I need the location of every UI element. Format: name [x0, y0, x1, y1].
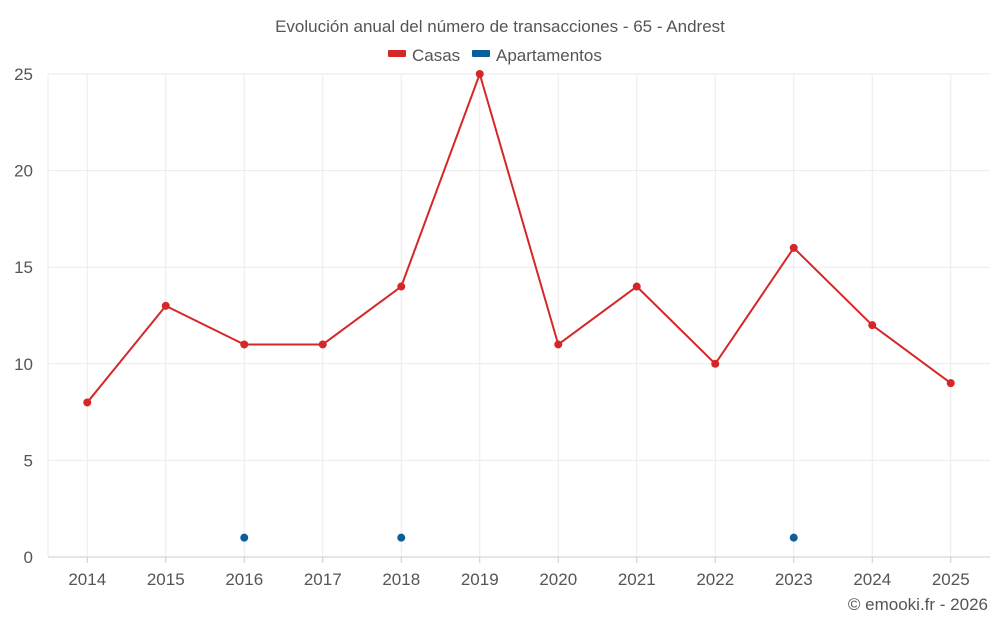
- data-point-apartamentos: [397, 533, 406, 542]
- x-tick-label: 2025: [932, 570, 970, 589]
- x-tick-label: 2021: [618, 570, 656, 589]
- data-point-apartamentos: [240, 533, 249, 542]
- data-point-casas: [632, 282, 641, 291]
- legend-label-apartamentos: Apartamentos: [496, 46, 602, 65]
- x-tick-label: 2014: [68, 570, 106, 589]
- legend-swatch-casas: [388, 50, 406, 57]
- x-axis-ticks: 2014 2015 2016 2017 2018 2019 2020 2021 2022 2023…: [68, 570, 969, 589]
- series-line-casas: [86, 73, 952, 404]
- series: [83, 70, 955, 542]
- x-tick-label: 2018: [382, 570, 420, 589]
- grid: [47, 73, 990, 563]
- data-point-casas: [554, 340, 563, 349]
- legend-label-casas: Casas: [412, 46, 460, 65]
- x-tick-label: 2024: [853, 570, 891, 589]
- y-tick-label: 25: [14, 65, 33, 84]
- y-axis-ticks: 0 5 10 15 20 25: [14, 65, 33, 567]
- y-tick-label: 0: [24, 548, 33, 567]
- x-tick-label: 2020: [539, 570, 577, 589]
- x-tick-label: 2016: [225, 570, 263, 589]
- data-point-casas: [240, 340, 249, 349]
- data-point-casas: [868, 321, 877, 330]
- chart-title: Evolución anual del número de transaccio…: [275, 17, 725, 36]
- data-point-casas: [318, 340, 327, 349]
- y-tick-label: 10: [14, 355, 33, 374]
- x-tick-label: 2019: [461, 570, 499, 589]
- data-point-casas: [711, 359, 720, 368]
- data-point-casas: [161, 301, 170, 310]
- data-point-casas: [397, 282, 406, 291]
- y-tick-label: 5: [24, 451, 33, 470]
- credit-text: © emooki.fr - 2026: [848, 595, 988, 614]
- x-tick-label: 2022: [696, 570, 734, 589]
- legend: Casas Apartamentos: [388, 46, 602, 65]
- x-tick-label: 2017: [304, 570, 342, 589]
- data-point-casas: [83, 398, 92, 407]
- data-point-casas: [946, 379, 955, 388]
- x-tick-label: 2023: [775, 570, 813, 589]
- y-tick-label: 20: [14, 162, 33, 181]
- legend-swatch-apartamentos: [472, 50, 490, 57]
- data-point-casas: [789, 243, 798, 252]
- data-point-casas: [475, 70, 484, 78]
- data-point-apartamentos: [789, 533, 798, 542]
- x-tick-label: 2015: [147, 570, 185, 589]
- y-tick-label: 15: [14, 258, 33, 277]
